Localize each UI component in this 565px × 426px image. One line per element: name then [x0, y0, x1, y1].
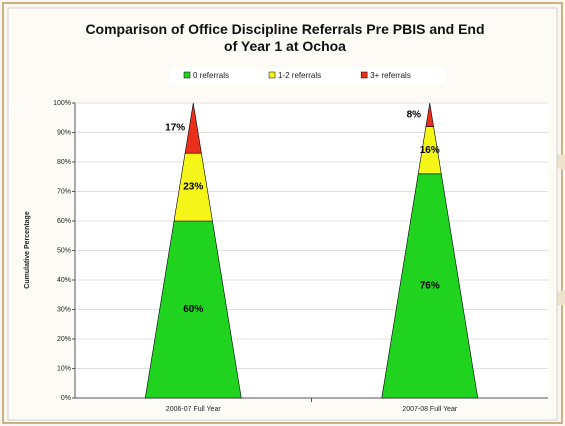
- y-tick-label: 100%: [53, 100, 71, 107]
- y-tick-label: 20%: [57, 336, 71, 343]
- value-label: 16%: [420, 145, 440, 156]
- y-tick-label: 40%: [57, 277, 71, 284]
- y-tick-label: 80%: [57, 159, 71, 166]
- legend-swatch: [184, 72, 190, 78]
- legend-label: 0 referrals: [193, 71, 229, 80]
- y-axis-label: Cumulative Percentage: [24, 211, 31, 289]
- y-tick-label: 90%: [57, 129, 71, 136]
- y-tick-label: 10%: [57, 365, 71, 372]
- legend-label: 1-2 referrals: [278, 71, 321, 80]
- legend-label: 3+ referrals: [370, 71, 411, 80]
- y-tick-label: 70%: [57, 188, 71, 195]
- value-label: 8%: [407, 109, 422, 120]
- y-tick-label: 0%: [61, 395, 71, 402]
- y-tick-label: 30%: [57, 306, 71, 313]
- x-tick-label: 2007-08 Full Year: [402, 406, 458, 413]
- y-tick-label: 50%: [57, 247, 71, 254]
- chart: Comparison of Office Discipline Referral…: [0, 0, 565, 426]
- legend-swatch: [361, 72, 367, 78]
- value-label: 17%: [165, 123, 185, 134]
- x-tick-label: 2006-07 Full Year: [166, 406, 222, 413]
- y-tick-label: 60%: [57, 218, 71, 225]
- value-label: 60%: [183, 304, 203, 315]
- legend-swatch: [269, 72, 275, 78]
- background-text: 0011 001: [8, 106, 53, 118]
- value-label: 76%: [420, 281, 440, 292]
- value-label: 23%: [183, 182, 203, 193]
